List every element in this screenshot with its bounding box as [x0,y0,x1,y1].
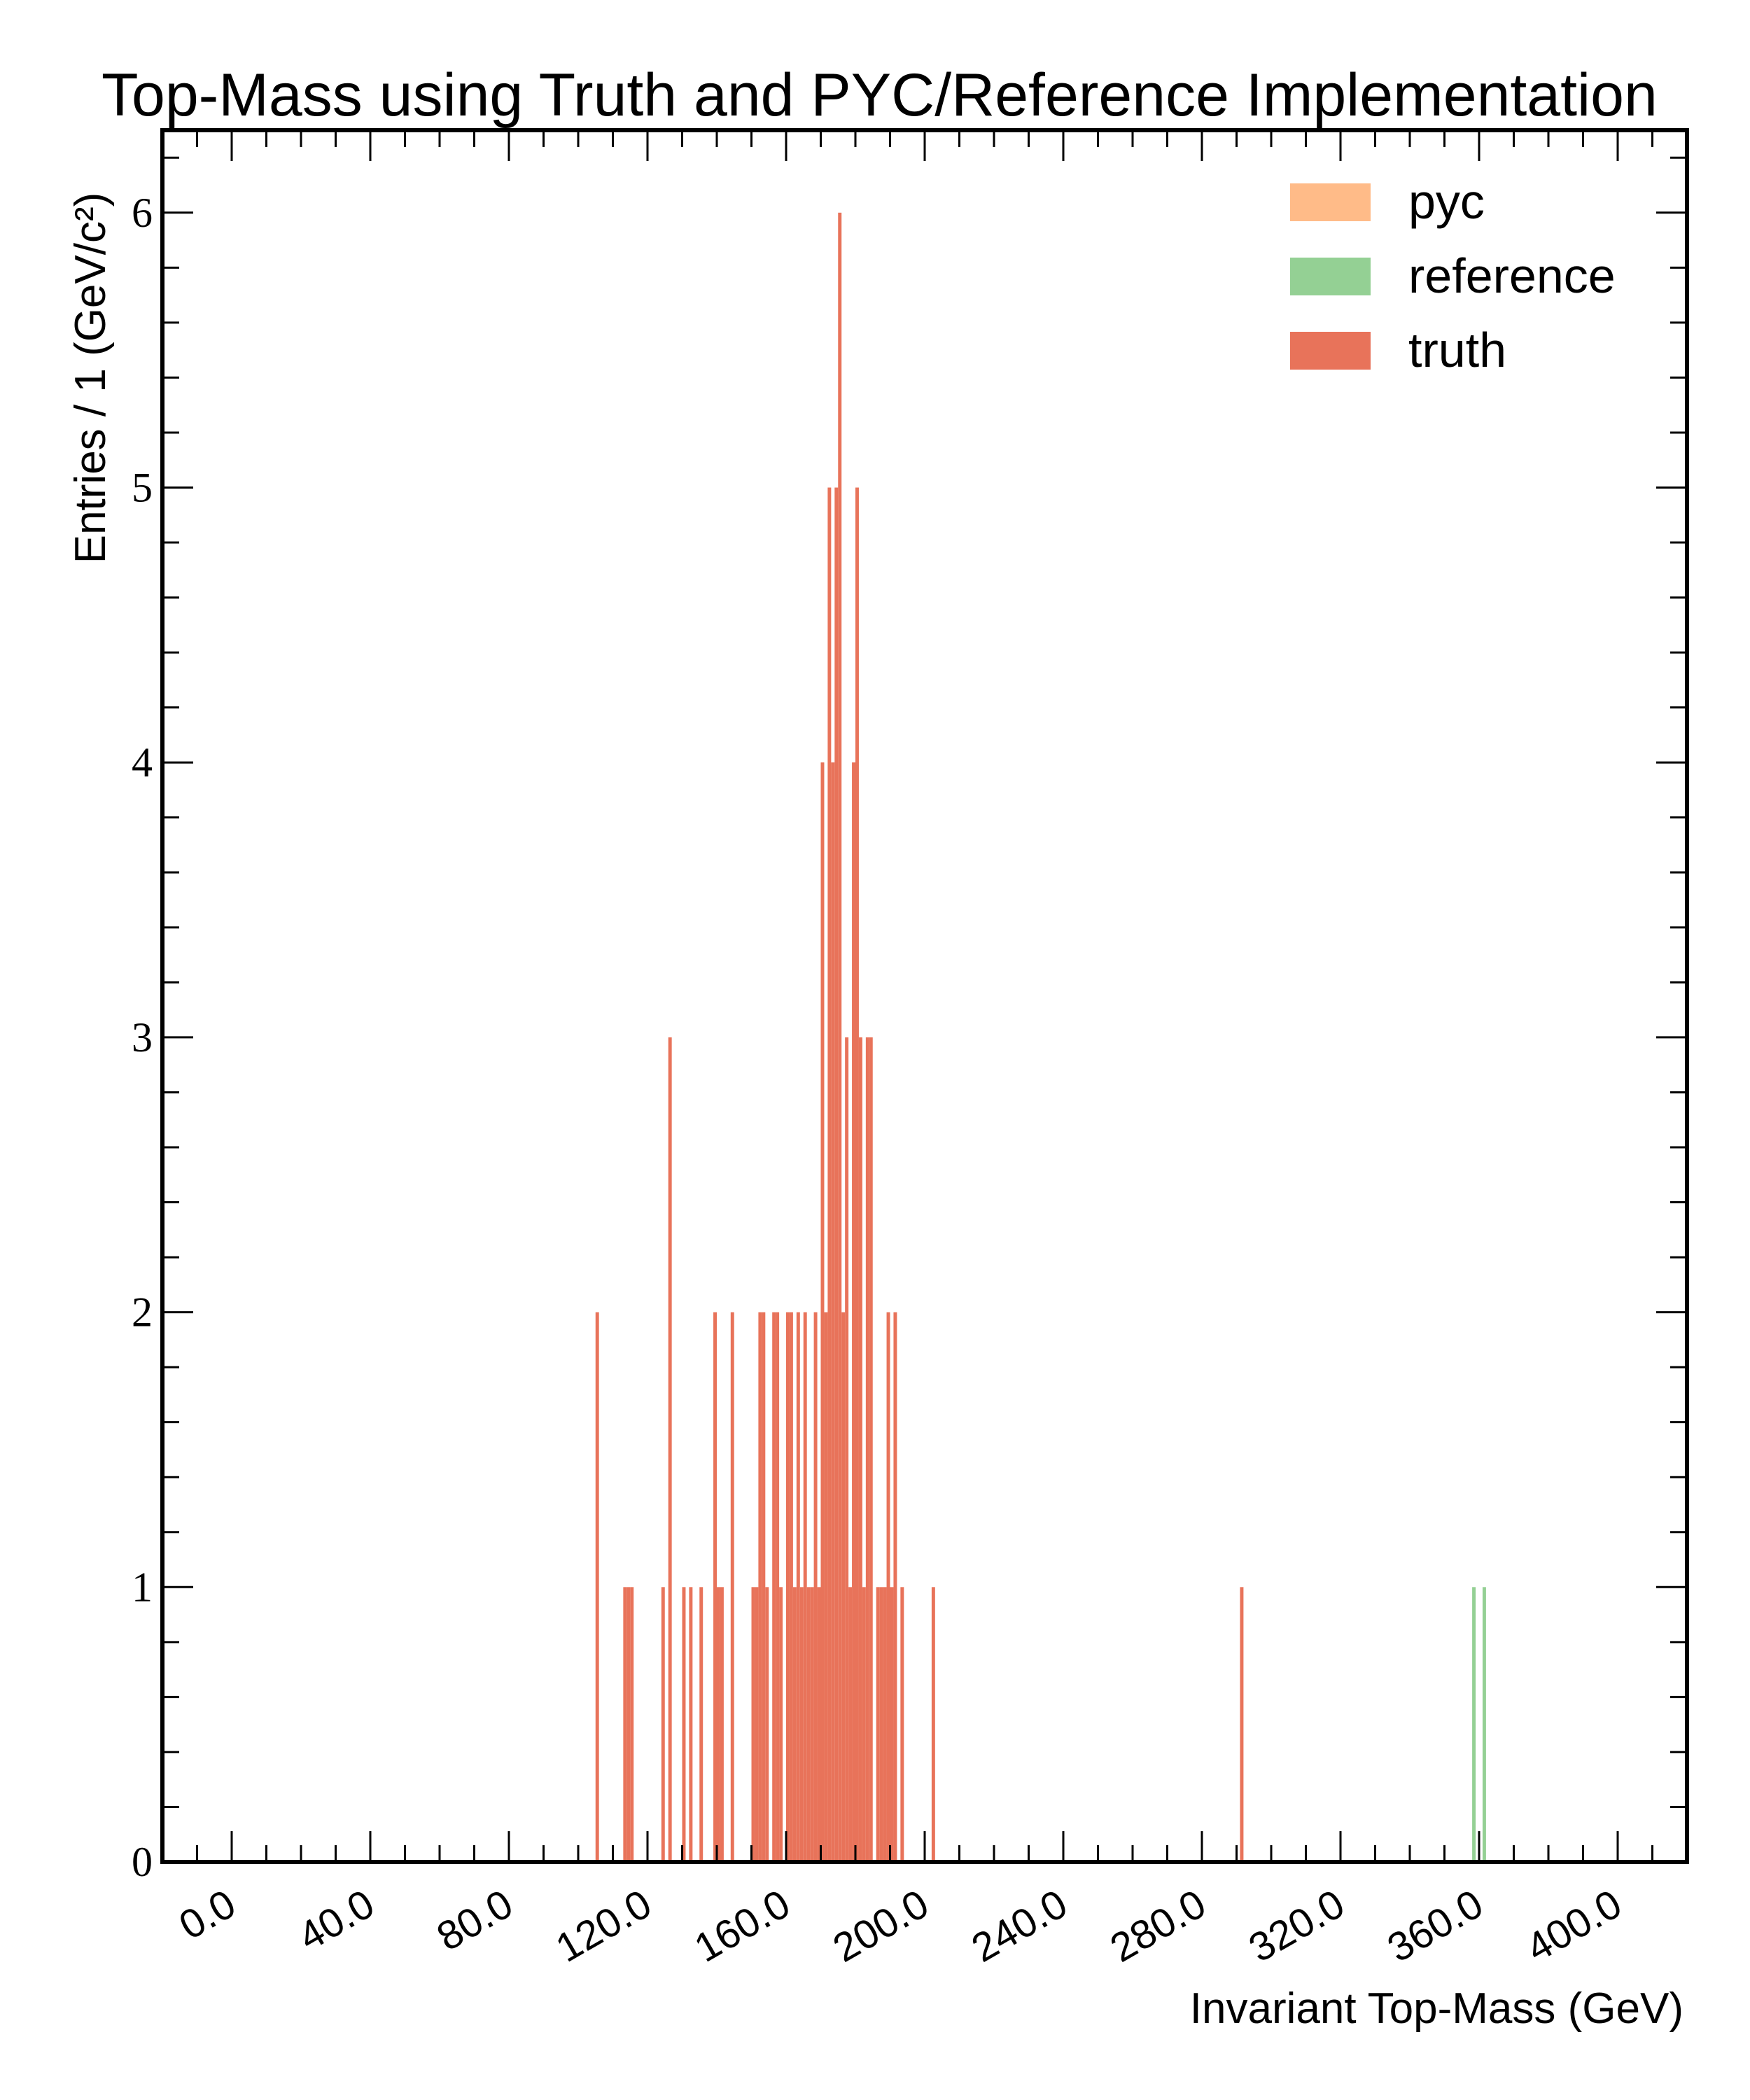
legend-entry-reference: reference [1290,248,1616,303]
legend-swatch-truth [1290,332,1371,370]
bar-truth-114 [626,1587,630,1862]
x-tick-label: 240.0 [964,1881,1074,1971]
bar-truth-174 [834,488,838,1862]
bar-truth-150 [752,1587,755,1862]
bar-truth-171 [824,1312,827,1862]
bar-truth-193 [900,1587,904,1862]
y-tick-label: 5 [132,465,153,511]
bar-truth-165 [804,1312,807,1862]
y-tick-label: 2 [132,1289,153,1336]
x-tick-label: 280.0 [1102,1881,1213,1971]
bar-truth-135 [699,1587,703,1862]
bar-truth-161 [790,1312,793,1862]
x-tick-labels: 0.0 40.0 80.0 120.0 160.0 200.0 240.0 280.0 320.… [172,1881,1629,1971]
bar-truth-160 [786,1312,790,1862]
legend-label-pyc: pyc [1408,174,1485,229]
bar-truth-173 [831,762,834,1862]
bar-truth-179 [852,762,855,1862]
bar-truth-144 [731,1312,734,1862]
bar-truth-162 [793,1587,797,1862]
bar-truth-180 [855,488,859,1862]
axis-ticks [162,130,1687,1862]
x-axis-label: Invariant Top-Mass (GeV) [1190,1984,1684,2033]
histogram-bars [596,213,1486,1862]
bar-truth-152 [758,1312,762,1862]
bar-truth-291 [1240,1587,1243,1862]
bar-truth-182 [862,1587,866,1862]
legend-entry-truth: truth [1290,323,1506,377]
x-tick-label: 120.0 [548,1881,659,1971]
bar-truth-164 [800,1587,804,1862]
y-tick-label: 0 [132,1839,153,1885]
bar-truth-169 [818,1587,821,1862]
y-axis-label: Entries / 1 (GeV/c²) [66,192,115,564]
chart-title: Top-Mass using Truth and PYC/Reference I… [102,62,1658,129]
x-tick-label: 40.0 [290,1881,382,1960]
bar-truth-156 [772,1312,776,1862]
y-tick-label: 4 [132,739,153,785]
y-tick-label: 1 [132,1564,153,1610]
bar-truth-151 [755,1587,758,1862]
bar-reference-358 [1472,1587,1476,1862]
bar-truth-115 [630,1587,634,1862]
bar-truth-158 [779,1587,783,1862]
bar-truth-191 [893,1312,897,1862]
bar-truth-167 [811,1587,814,1862]
x-tick-label: 80.0 [429,1881,520,1960]
bar-truth-190 [890,1587,894,1862]
x-tick-label: 320.0 [1241,1881,1352,1971]
x-tick-label: 0.0 [172,1881,243,1949]
bar-truth-181 [859,1037,862,1862]
bar-truth-126 [668,1037,672,1862]
x-tick-label: 400.0 [1518,1881,1629,1971]
bar-truth-157 [776,1312,779,1862]
bar-truth-175 [838,213,841,1862]
y-tick-label: 6 [132,190,153,236]
bar-truth-130 [682,1587,686,1862]
bar-truth-202 [932,1587,935,1862]
bar-truth-184 [869,1037,873,1862]
x-tick-label: 200.0 [825,1881,936,1971]
legend-entry-pyc: pyc [1290,174,1485,229]
bar-truth-139 [713,1312,717,1862]
y-tick-label: 3 [132,1014,153,1060]
x-tick-label: 160.0 [687,1881,797,1971]
bar-truth-183 [866,1037,869,1862]
bar-truth-141 [720,1587,724,1862]
bar-truth-105 [596,1312,599,1862]
legend-label-truth: truth [1408,323,1506,377]
bar-truth-188 [883,1587,887,1862]
bar-truth-132 [689,1587,692,1862]
y-tick-labels: 0 1 2 3 4 5 6 [132,190,153,1885]
bar-truth-189 [887,1312,890,1862]
plot-frame [162,130,1687,1862]
bar-truth-154 [765,1587,769,1862]
bar-truth-187 [880,1587,883,1862]
legend-label-reference: reference [1408,248,1616,303]
bar-truth-153 [762,1312,765,1862]
x-tick-label: 360.0 [1380,1881,1490,1971]
legend-swatch-pyc [1290,183,1371,221]
legend-swatch-reference [1290,258,1371,295]
bar-truth-178 [848,1587,852,1862]
bar-truth-177 [845,1037,848,1862]
bar-truth-176 [841,1312,845,1862]
bar-truth-140 [717,1587,720,1862]
bar-truth-172 [827,488,831,1862]
bar-truth-186 [876,1587,880,1862]
bar-truth-166 [807,1587,811,1862]
legend: pyc reference truth [1290,174,1616,377]
bar-truth-113 [623,1587,626,1862]
bar-truth-168 [814,1312,818,1862]
bar-reference-361 [1483,1587,1486,1862]
bar-truth-163 [797,1312,800,1862]
bar-truth-124 [662,1587,665,1862]
bar-truth-170 [821,762,825,1862]
